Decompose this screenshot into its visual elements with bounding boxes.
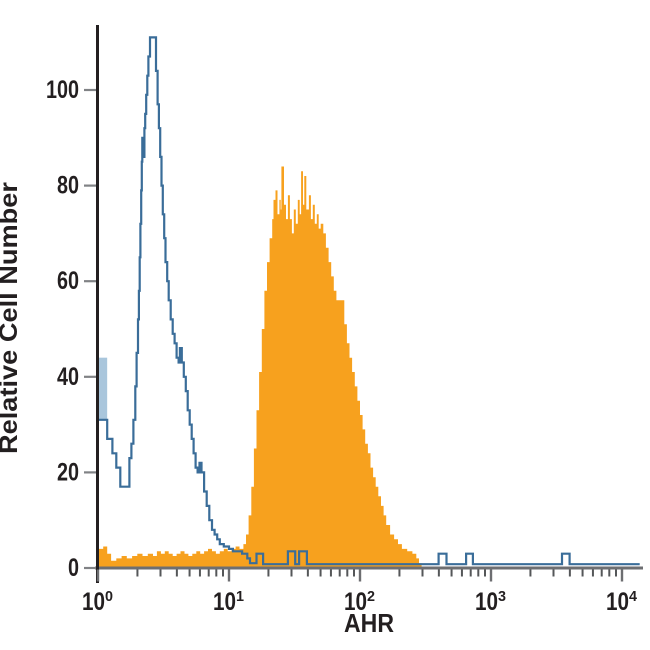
x-axis-title: AHR (344, 608, 394, 638)
x-axis-minor-ticks (136, 569, 618, 577)
x-axis-major-ticks (96, 569, 624, 582)
outline-histogram-blue-series (98, 36, 640, 566)
y-tick-label: 100 (46, 76, 79, 104)
x-axis-tick-labels: 100 101 102 103 104 (82, 588, 638, 616)
x-tick-label: 102 (344, 588, 375, 616)
y-tick-label: 0 (68, 554, 79, 582)
x-tick-label: 103 (475, 588, 506, 616)
y-tick-label: 20 (57, 458, 79, 486)
outline-histogram-left-edge-bar (98, 357, 108, 420)
y-tick-label: 60 (57, 267, 79, 295)
y-axis-ticks (84, 88, 96, 570)
x-tick-label: 100 (82, 588, 113, 616)
x-tick-label: 101 (213, 588, 244, 616)
x-tick-label: 104 (606, 588, 638, 616)
filled-histogram-orange-series (98, 166, 422, 568)
y-axis-tick-labels: 0 20 40 60 80 100 (46, 76, 79, 582)
y-tick-label: 40 (57, 363, 79, 391)
y-axis-title: Relative Cell Number (0, 182, 23, 454)
y-tick-label: 80 (57, 172, 79, 200)
